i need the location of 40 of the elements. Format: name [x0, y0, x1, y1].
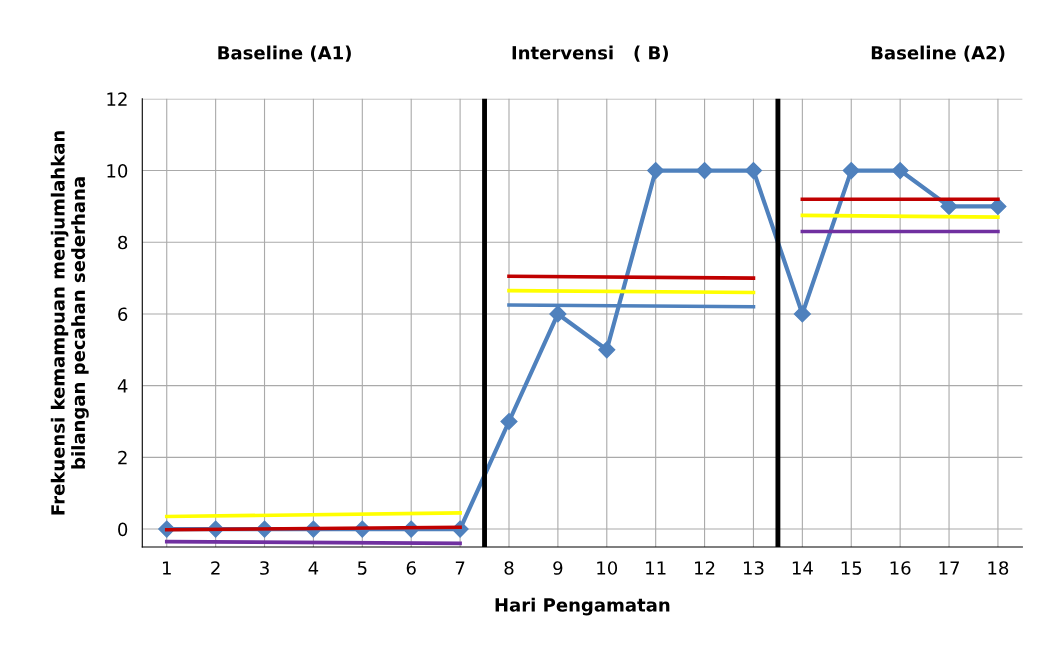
- x-tick-label: 2: [211, 561, 220, 575]
- x-tick-label: 15: [841, 561, 862, 575]
- x-tick-label: 8: [504, 561, 514, 575]
- point: [549, 305, 567, 323]
- x-axis-title: Hari Pengamatan: [495, 597, 670, 616]
- x-tick-label: 6: [406, 561, 416, 575]
- x-tick-label: 3: [260, 561, 269, 575]
- x-tick-label: 13: [743, 561, 764, 575]
- point: [696, 161, 714, 180]
- point: [989, 197, 1007, 215]
- y-tick-label: 6: [118, 307, 128, 322]
- point: [891, 161, 909, 180]
- y-tick-label: 0: [118, 522, 128, 537]
- x-tick-label: 14: [792, 561, 813, 575]
- x-tick-label: 7: [455, 561, 465, 575]
- x-tick-label: 1: [162, 561, 171, 575]
- x-tick-label: 17: [939, 561, 959, 575]
- point: [647, 161, 665, 180]
- x-tick-label: 5: [357, 561, 367, 575]
- x-tick-label: 12: [695, 561, 715, 575]
- x-tick-label: 18: [988, 561, 1009, 575]
- y-tick-label: 2: [118, 450, 127, 465]
- text: Intervensi ( B): [512, 45, 668, 62]
- x-tick-label: 10: [597, 561, 618, 575]
- point: [744, 161, 763, 180]
- x-tick-label: 11: [646, 561, 666, 575]
- point: [598, 341, 616, 359]
- x-tick-label: 9: [553, 561, 563, 575]
- point: [500, 412, 518, 431]
- y-tick-label: 10: [107, 164, 128, 178]
- x-tick-label: 16: [890, 561, 911, 575]
- y-axis-title: Frekuensi kemampuan menjumlahkan bilangan pecahan sederhana: [50, 131, 89, 515]
- point: [842, 161, 860, 180]
- point: [793, 305, 811, 323]
- text: Baseline (A2): [871, 45, 1005, 62]
- y-tick-label: 4: [117, 379, 128, 393]
- x-tick-label: 4: [308, 561, 319, 575]
- y-tick-label: 8: [118, 235, 128, 250]
- text: Baseline (A1): [218, 45, 351, 62]
- y-tick-label: 12: [107, 92, 127, 106]
